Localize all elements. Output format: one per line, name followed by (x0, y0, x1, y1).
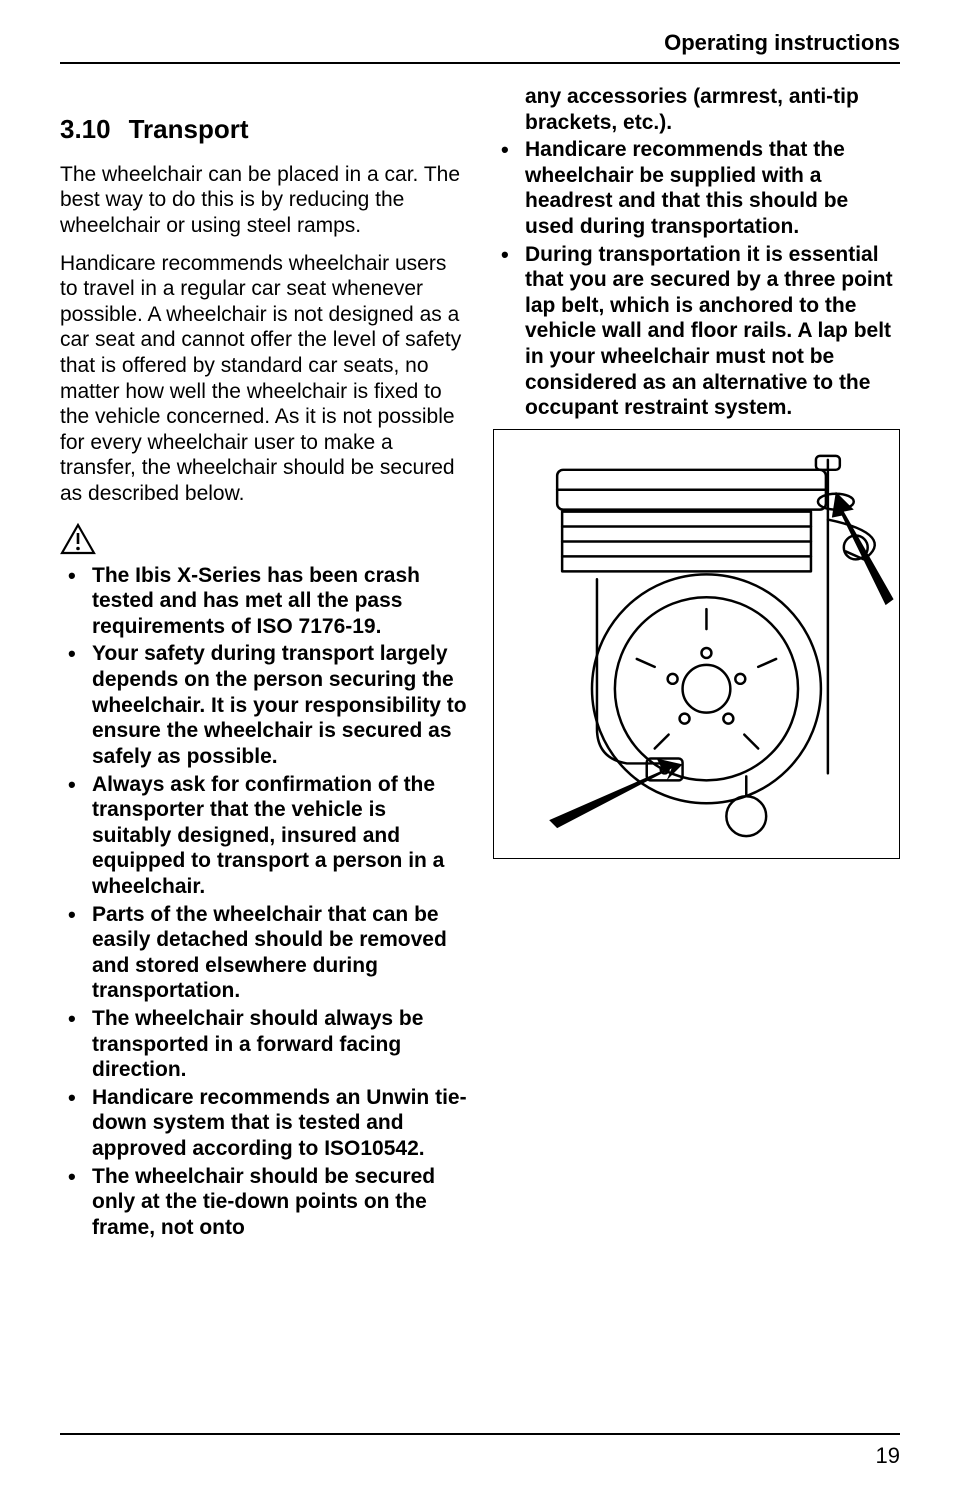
page: Operating instructions 3.10 Transport The… (0, 0, 960, 1495)
bullet-item: Always ask for confirmation of the trans… (60, 772, 467, 900)
warning-bullets-right: Handicare recommends that the wheelchair… (493, 137, 900, 421)
page-number: 19 (876, 1443, 900, 1469)
bullet-item: Parts of the wheelchair that can be easi… (60, 902, 467, 1004)
warning-bullets-left: The Ibis X-Series has been crash tested … (60, 563, 467, 1241)
tiedown-figure (493, 429, 900, 859)
bullet-item: Your safety during transport largely dep… (60, 641, 467, 769)
section-heading: 3.10 Transport (60, 114, 467, 146)
section-number: 3.10 (60, 114, 111, 146)
right-column: any accessories (armrest, anti-tip brack… (493, 84, 900, 1242)
footer-rule (60, 1433, 900, 1435)
running-header: Operating instructions (60, 30, 900, 56)
bullet-item: Handicare recommends an Unwin tie-down s… (60, 1085, 467, 1162)
two-column-body: 3.10 Transport The wheelchair can be plac… (60, 84, 900, 1242)
section-title: Transport (129, 114, 249, 144)
left-column: 3.10 Transport The wheelchair can be plac… (60, 84, 467, 1242)
header-rule (60, 62, 900, 64)
bullet-item: Handicare recommends that the wheelchair… (493, 137, 900, 239)
intro-paragraph-1: The wheelchair can be placed in a car. T… (60, 162, 467, 239)
intro-paragraph-2: Handicare recommends wheelchair users to… (60, 251, 467, 507)
bullet-item: The wheelchair should be secured only at… (60, 1164, 467, 1241)
bullet-item: During transportation it is essential th… (493, 242, 900, 421)
bullet-item: The Ibis X-Series has been crash tested … (60, 563, 467, 640)
warning-icon (60, 523, 467, 555)
bullet-continuation: any accessories (armrest, anti-tip brack… (493, 84, 900, 135)
bullet-item: The wheelchair should always be transpor… (60, 1006, 467, 1083)
